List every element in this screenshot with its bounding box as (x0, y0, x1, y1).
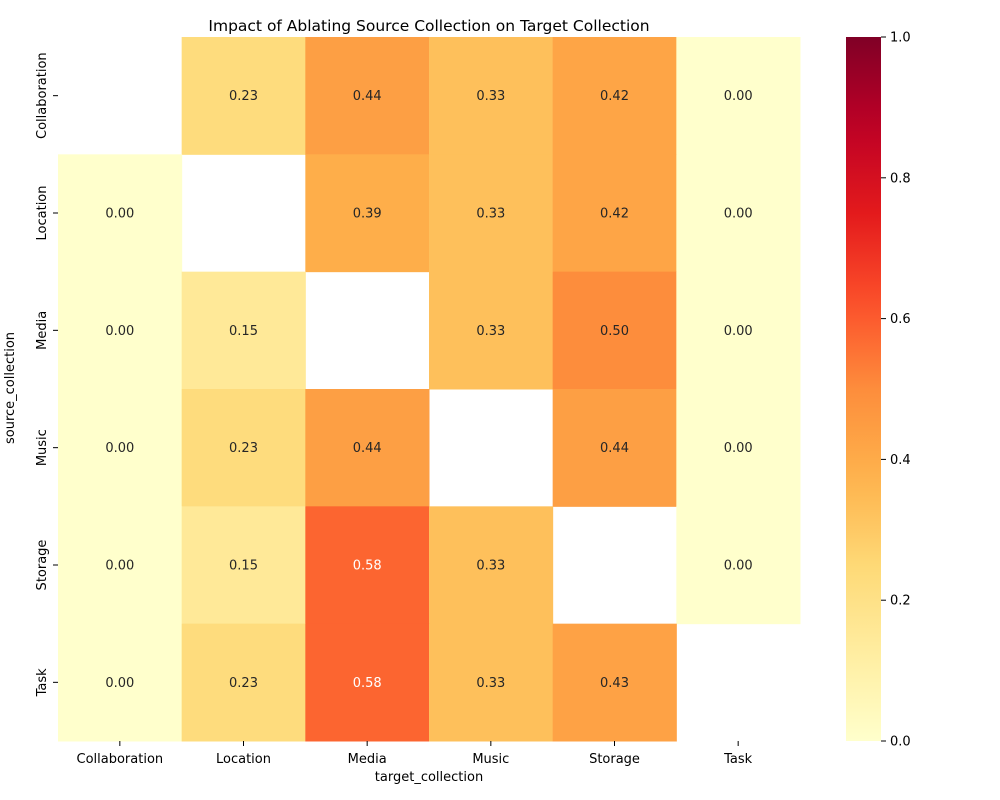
heatmap-cell (58, 271, 183, 390)
heatmap-cell (552, 389, 677, 507)
heatmap-cell (429, 271, 554, 390)
y-tick-label: Media (35, 311, 50, 350)
heatmap-cell (58, 389, 183, 507)
colorbar-tick-label: 0.2 (890, 594, 911, 609)
colorbar-tick-label: 1.0 (890, 31, 911, 46)
y-axis: Collaboration Location Media Music Storage Ta… (35, 52, 58, 697)
cell-value-label: 0.44 (353, 441, 382, 456)
y-tick-label: Music (35, 429, 50, 466)
cell-value-label: 0.33 (476, 207, 505, 222)
heatmap-cell (181, 623, 306, 742)
heatmap-cell (552, 154, 677, 273)
colorbar (846, 37, 881, 741)
cell-value-label: 0.58 (353, 559, 382, 574)
cell-value-label: 0.33 (476, 324, 505, 339)
heatmap-cell (676, 154, 801, 273)
cell-value-label: 0.00 (724, 441, 753, 456)
heatmap-cell (58, 623, 183, 742)
cell-value-label: 0.42 (600, 89, 629, 104)
x-axis-label: target_collection (375, 770, 483, 785)
heatmap-cell (181, 37, 306, 155)
heatmap-cell (429, 506, 554, 625)
heatmap-cell (676, 37, 801, 155)
heatmap-cell (429, 37, 554, 155)
cell-value-label: 0.00 (105, 676, 134, 691)
cell-value-label: 0.23 (229, 89, 258, 104)
heatmap-cells (58, 37, 801, 742)
heatmap-cell (552, 623, 677, 742)
x-tick-label: Collaboration (77, 752, 164, 767)
cell-value-label: 0.44 (353, 89, 382, 104)
colorbar-tick-label: 0.6 (890, 312, 911, 327)
x-tick-label: Task (723, 752, 753, 767)
heatmap-cell (305, 37, 430, 155)
cell-value-label: 0.00 (105, 207, 134, 222)
x-tick-label: Location (216, 752, 271, 767)
heatmap-cell (676, 271, 801, 390)
cell-value-label: 0.00 (105, 324, 134, 339)
cell-value-label: 0.00 (724, 559, 753, 574)
y-axis-label: source_collection (3, 332, 18, 444)
heatmap-cell (58, 506, 183, 625)
colorbar-tick-label: 0.0 (890, 735, 911, 750)
cell-value-label: 0.00 (724, 207, 753, 222)
cell-value-label: 0.15 (229, 559, 258, 574)
cell-value-label: 0.33 (476, 89, 505, 104)
cell-value-label: 0.50 (600, 324, 629, 339)
heatmap-cell-labels: 0.23 0.44 0.33 0.42 0.00 0.00 0.39 0.33 0.42 0.00… (105, 89, 752, 691)
cell-value-label: 0.33 (476, 559, 505, 574)
heatmap-cell (429, 623, 554, 742)
heatmap-cell (181, 389, 306, 507)
cell-value-label: 0.43 (600, 676, 629, 691)
heatmap-cell (305, 154, 430, 273)
heatmap-cell (305, 623, 430, 742)
cell-value-label: 0.58 (353, 676, 382, 691)
x-tick-label: Music (472, 752, 509, 767)
heatmap-cell (552, 37, 677, 155)
heatmap-cell (181, 271, 306, 390)
cell-value-label: 0.39 (353, 207, 382, 222)
chart-title: Impact of Ablating Source Collection on … (208, 17, 649, 35)
cell-value-label: 0.00 (724, 324, 753, 339)
colorbar-tick-label: 0.8 (890, 171, 911, 186)
heatmap-cell (676, 389, 801, 507)
heatmap-cell (58, 154, 183, 273)
colorbar-axis: 0.0 0.2 0.4 0.6 0.8 1.0 (881, 31, 911, 750)
heatmap-cell (305, 389, 430, 507)
heatmap-cell (429, 154, 554, 273)
cell-value-label: 0.15 (229, 324, 258, 339)
y-tick-label: Storage (35, 540, 50, 591)
y-tick-label: Task (35, 668, 50, 698)
cell-value-label: 0.42 (600, 207, 629, 222)
y-tick-label: Location (35, 186, 50, 241)
heatmap-cell (181, 506, 306, 625)
cell-value-label: 0.44 (600, 441, 629, 456)
y-tick-label: Collaboration (35, 52, 50, 139)
cell-value-label: 0.00 (724, 89, 753, 104)
cell-value-label: 0.00 (105, 441, 134, 456)
x-axis: Collaboration Location Media Music Storage Ta… (77, 741, 753, 767)
x-tick-label: Media (348, 752, 387, 767)
heatmap-cell (305, 506, 430, 625)
x-tick-label: Storage (589, 752, 640, 767)
heatmap-cell (552, 271, 677, 390)
cell-value-label: 0.23 (229, 441, 258, 456)
cell-value-label: 0.00 (105, 559, 134, 574)
colorbar-tick-label: 0.4 (890, 453, 911, 468)
heatmap-cell (676, 506, 801, 625)
cell-value-label: 0.23 (229, 676, 258, 691)
cell-value-label: 0.33 (476, 676, 505, 691)
